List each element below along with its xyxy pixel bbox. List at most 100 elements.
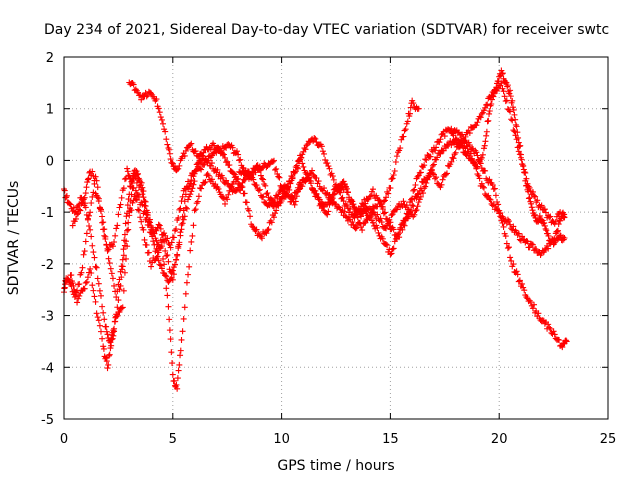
data-point: [393, 153, 400, 160]
data-point: [238, 182, 245, 189]
data-point: [480, 145, 487, 152]
data-point: [139, 191, 146, 198]
data-point: [512, 121, 519, 128]
data-point: [143, 242, 150, 249]
data-point: [155, 105, 162, 112]
data-point: [94, 194, 101, 201]
data-point: [97, 328, 104, 335]
data-point: [383, 215, 390, 222]
data-point: [515, 278, 522, 285]
data-point: [263, 230, 270, 237]
data-point: [546, 214, 553, 221]
data-point: [513, 123, 520, 130]
data-point: [497, 213, 504, 220]
data-point: [162, 247, 169, 254]
data-point: [442, 145, 449, 152]
data-point: [488, 100, 495, 107]
data-point: [293, 164, 300, 171]
data-point: [507, 87, 514, 94]
data-point: [260, 176, 267, 183]
data-point: [82, 238, 89, 245]
data-point: [527, 299, 534, 306]
data-point: [167, 244, 174, 251]
data-point: [111, 238, 118, 245]
data-point: [157, 114, 164, 121]
data-point: [141, 208, 148, 215]
data-point: [214, 166, 221, 173]
data-point: [529, 207, 536, 214]
data-point: [138, 218, 145, 225]
data-point: [410, 187, 417, 194]
data-point: [249, 223, 256, 230]
data-point: [422, 156, 429, 163]
data-point: [339, 194, 346, 201]
data-point: [554, 228, 561, 235]
data-point: [461, 137, 468, 144]
data-point: [490, 93, 497, 100]
data-point: [220, 151, 227, 158]
data-point: [293, 193, 300, 200]
data-point: [80, 196, 87, 203]
y-tick-label: 1: [46, 103, 54, 118]
data-point: [273, 207, 280, 214]
data-point: [257, 172, 264, 179]
data-point: [507, 221, 514, 228]
data-point: [552, 237, 559, 244]
data-point: [374, 224, 381, 231]
data-point: [403, 202, 410, 209]
data-point: [307, 180, 314, 187]
data-point: [156, 222, 163, 229]
data-point: [181, 304, 188, 311]
data-point: [157, 262, 164, 269]
data-point: [88, 200, 95, 207]
data-point: [93, 310, 100, 317]
data-point: [412, 182, 419, 189]
data-point: [175, 215, 182, 222]
data-point: [169, 360, 176, 367]
data-point: [224, 196, 231, 203]
data-point: [348, 197, 355, 204]
data-point: [182, 204, 189, 211]
data-point: [128, 191, 135, 198]
data-point: [119, 304, 126, 311]
data-point: [542, 225, 549, 232]
data-point: [121, 242, 128, 249]
data-point: [161, 230, 168, 237]
data-point: [500, 223, 507, 230]
data-point: [136, 193, 143, 200]
data-point: [311, 134, 318, 141]
data-point: [106, 351, 113, 358]
data-point: [509, 104, 516, 111]
data-point: [383, 225, 390, 232]
data-point: [120, 246, 127, 253]
data-point: [99, 213, 106, 220]
data-point: [489, 181, 496, 188]
data-point: [88, 269, 95, 276]
data-point: [178, 226, 185, 233]
data-point: [389, 211, 396, 218]
data-point: [160, 255, 167, 262]
data-point: [347, 205, 354, 212]
data-point: [288, 193, 295, 200]
data-point: [482, 138, 489, 145]
data-point: [303, 142, 310, 149]
data-point: [312, 187, 319, 194]
data-point: [333, 181, 339, 188]
data-point: [274, 170, 281, 177]
data-point: [264, 189, 271, 196]
data-point: [202, 178, 209, 185]
data-point: [474, 119, 481, 126]
data-point: [139, 184, 146, 191]
data-point: [173, 256, 180, 263]
data-point: [522, 177, 529, 184]
data-point: [491, 185, 498, 192]
data-point: [351, 214, 358, 221]
data-point: [386, 222, 393, 229]
data-point: [74, 287, 81, 294]
data-point: [450, 155, 457, 162]
data-point: [268, 219, 275, 226]
data-point: [229, 144, 236, 151]
data-point: [177, 347, 184, 354]
data-point: [428, 167, 435, 174]
data-point: [202, 156, 209, 163]
